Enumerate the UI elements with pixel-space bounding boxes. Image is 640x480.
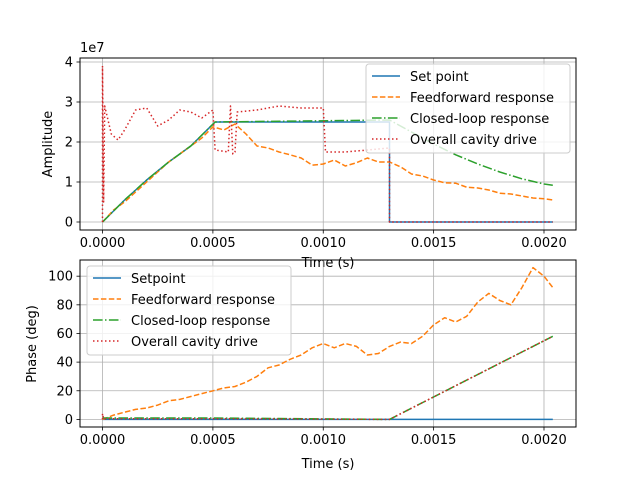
legend-label-closed-loop: Closed-loop response — [410, 112, 549, 127]
phase-x-ticks: 0.0000 0.0005 0.0010 0.0015 0.0020 — [80, 427, 567, 448]
y-tick-label: 20 — [56, 384, 73, 399]
y-tick-label: 100 — [48, 270, 73, 285]
legend-label-cavity-drive: Overall cavity drive — [410, 133, 537, 148]
x-tick-label: 0.0015 — [411, 433, 457, 448]
y-tick-label: 1 — [65, 176, 73, 191]
amplitude-y-label: Amplitude — [41, 111, 56, 178]
amplitude-x-label: Time (s) — [301, 256, 355, 271]
y-tick-label: 0 — [65, 216, 73, 231]
legend-label-feedforward: Feedforward response — [410, 91, 554, 106]
x-tick-label: 0.0010 — [301, 236, 347, 251]
phase-legend: Setpoint Feedforward response Closed-loo… — [86, 265, 292, 356]
amplitude-grid — [80, 58, 576, 230]
amplitude-legend: Set point Feedforward response Closed-lo… — [365, 63, 571, 154]
y-tick-label: 80 — [56, 298, 73, 313]
x-tick-label: 0.0000 — [80, 236, 126, 251]
y-tick-label: 4 — [65, 56, 73, 71]
y-tick-label: 3 — [65, 96, 73, 111]
series-line-1 — [102, 266, 554, 421]
x-tick-label: 0.0000 — [80, 433, 126, 448]
series-line-1 — [101, 123, 553, 223]
amplitude-axes-frame — [79, 57, 577, 231]
legend-label-setpoint: Setpoint — [131, 272, 186, 287]
legend-label-set-point: Set point — [410, 70, 469, 85]
legend-label-feedforward-phase: Feedforward response — [131, 293, 275, 308]
phase-y-ticks: 0 20 40 60 80 100 — [48, 270, 80, 428]
phase-axes-frame — [79, 259, 577, 428]
phase-subplot: Setpoint Feedforward response Closed-loo… — [25, 259, 577, 472]
amplitude-subplot: 0.0000 0.0005 0.0010 0.0015 0.0020 0 1 2 3 4 1e7… — [41, 41, 577, 271]
y-tick-label: 2 — [65, 136, 73, 151]
x-tick-label: 0.0015 — [411, 236, 457, 251]
y-tick-label: 60 — [56, 327, 73, 342]
x-tick-label: 0.0020 — [521, 433, 567, 448]
phase-x-label: Time (s) — [301, 457, 355, 472]
series-line-3 — [101, 335, 554, 421]
x-tick-label: 0.0010 — [301, 433, 347, 448]
legend-label-closed-loop-phase: Closed-loop response — [131, 314, 270, 329]
x-tick-label: 0.0020 — [521, 236, 567, 251]
amplitude-y-scale: 1e7 — [80, 41, 105, 56]
y-tick-label: 40 — [56, 356, 73, 371]
amplitude-y-ticks: 0 1 2 3 4 — [65, 56, 80, 231]
phase-y-label: Phase (deg) — [25, 305, 40, 383]
x-tick-label: 0.0005 — [190, 433, 236, 448]
amplitude-x-ticks: 0.0000 0.0005 0.0010 0.0015 0.0020 — [80, 230, 567, 251]
x-tick-label: 0.0005 — [190, 236, 236, 251]
phase-series — [101, 266, 554, 421]
y-tick-label: 0 — [65, 413, 73, 428]
legend-label-cavity-drive-phase: Overall cavity drive — [131, 335, 258, 350]
